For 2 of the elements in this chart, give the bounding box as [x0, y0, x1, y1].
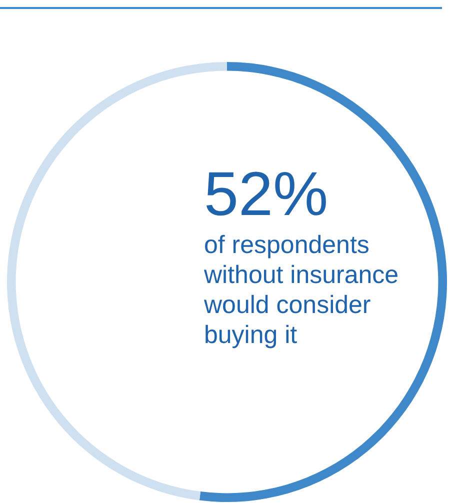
data-label: 52% — [204, 160, 330, 230]
text: of respondents without insurance would consider buying it — [204, 230, 400, 350]
